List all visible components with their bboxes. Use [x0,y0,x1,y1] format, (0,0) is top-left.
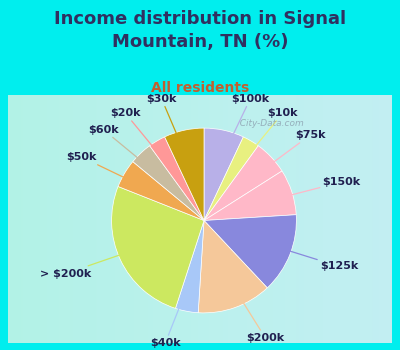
Text: $200k: $200k [220,266,284,343]
Text: Income distribution in Signal
Mountain, TN (%): Income distribution in Signal Mountain, … [54,10,346,51]
Text: $100k: $100k [214,94,269,174]
Text: $20k: $20k [110,108,180,179]
Wedge shape [204,215,296,288]
Wedge shape [198,220,267,313]
Text: $60k: $60k [88,125,171,186]
Wedge shape [176,220,204,313]
Text: $10k: $10k [228,108,298,179]
Wedge shape [204,146,282,220]
Wedge shape [204,171,296,220]
Wedge shape [150,137,204,220]
Wedge shape [133,146,204,220]
Text: $75k: $75k [239,130,326,188]
Text: All residents: All residents [151,80,249,94]
Text: City-Data.com: City-Data.com [234,119,304,128]
Wedge shape [165,128,204,220]
Text: $30k: $30k [146,94,194,174]
Text: > $200k: > $200k [40,241,160,279]
Text: $150k: $150k [250,177,361,206]
Text: $50k: $50k [66,152,163,196]
Wedge shape [204,137,258,220]
Wedge shape [112,187,204,308]
Text: $40k: $40k [150,268,195,348]
Wedge shape [204,128,243,220]
Text: $125k: $125k [249,238,358,271]
Wedge shape [118,162,204,220]
